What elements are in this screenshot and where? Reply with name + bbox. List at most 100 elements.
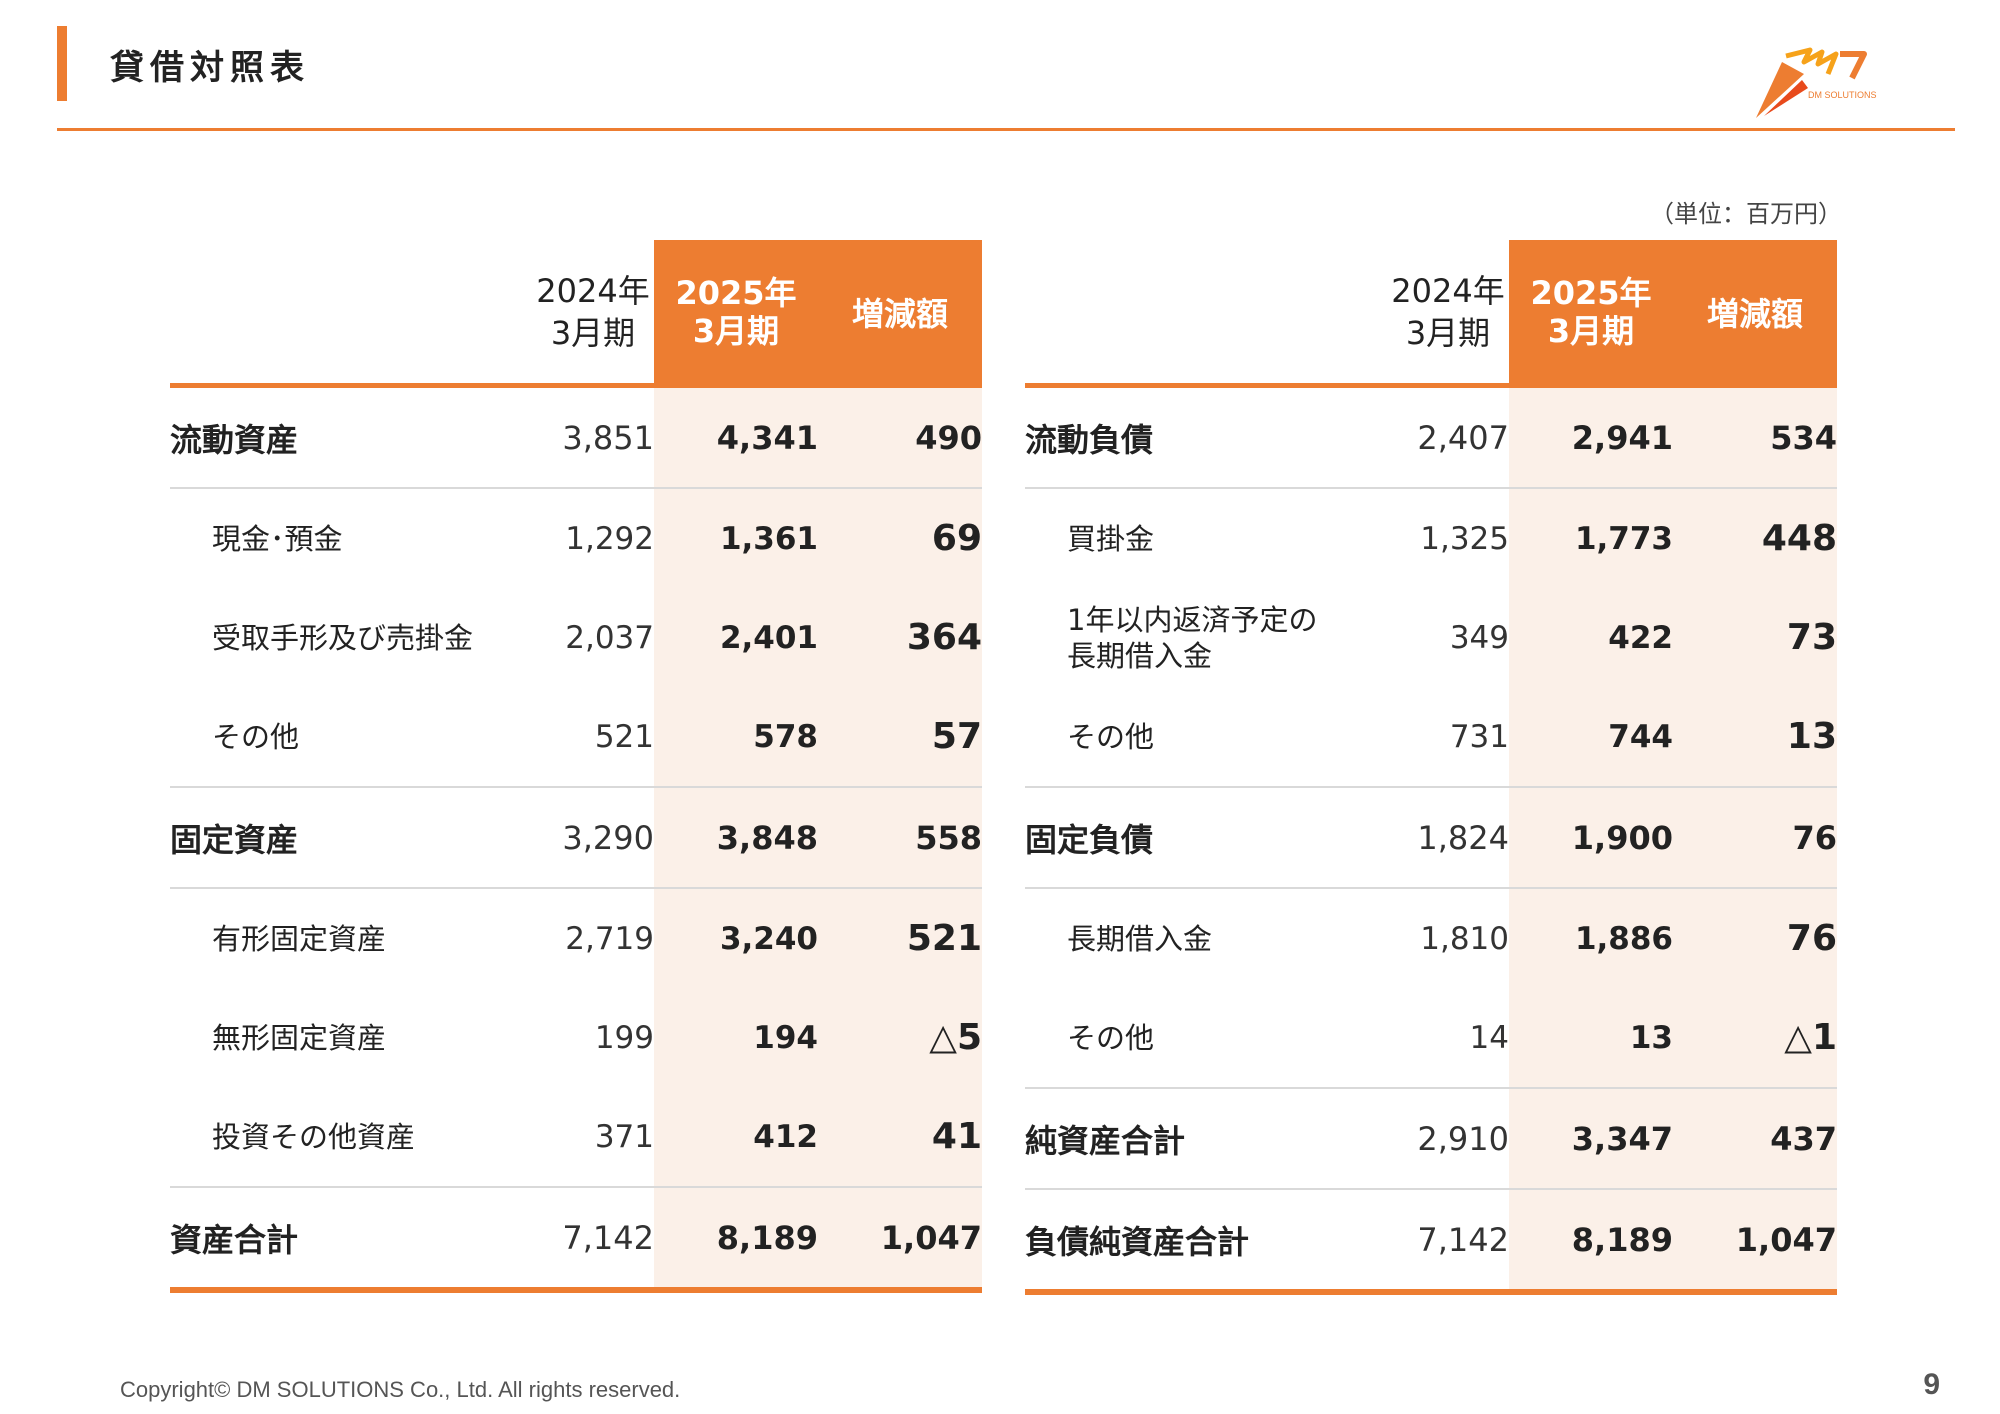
value-cur: 412 <box>654 1087 818 1188</box>
value-diff: 364 <box>818 588 982 687</box>
value-cur: 422 <box>1509 588 1673 687</box>
value-diff: 521 <box>818 888 982 988</box>
unit-label: （単位：百万円） <box>1650 200 1842 228</box>
row-label: 純資産合計 <box>1025 1088 1387 1190</box>
table-row: その他 521 578 57 <box>170 687 982 788</box>
value-prev: 349 <box>1449 619 1509 656</box>
value-prev: 2,910 <box>1387 1088 1509 1190</box>
value-prev: 3,290 <box>532 787 654 889</box>
value-diff: 1,047 <box>818 1187 982 1293</box>
row-label: 流動負債 <box>1025 385 1387 489</box>
row-label: 無形固定資産 <box>212 1020 387 1055</box>
liabilities-header-row: 2024年 3月期 2025年 3月期 増減額 <box>1025 240 1837 388</box>
value-prev: 1,824 <box>1387 787 1509 889</box>
row-label: 1年以内返済予定の 長期借入金 <box>1025 588 1387 687</box>
value-prev: 521 <box>532 687 654 788</box>
value-prev: 2,037 <box>565 619 654 656</box>
liabilities-header-blank <box>1025 240 1387 388</box>
row-label: 長期借入金 <box>1067 921 1213 956</box>
col-header-cur-year: 2025年 <box>675 273 797 312</box>
col-header-prev-year: 2024年 <box>536 271 650 310</box>
row-label: その他 <box>170 687 532 788</box>
col-header-prev-period: 3月期 <box>1405 313 1491 352</box>
table-row: 流動負債 2,407 2,941 534 <box>1025 385 1837 489</box>
value-prev: 731 <box>1387 687 1509 788</box>
value-cur: 8,189 <box>1509 1189 1673 1295</box>
value-diff: 558 <box>818 787 982 889</box>
value-cur: 2,941 <box>1509 385 1673 489</box>
value-diff: 448 <box>1673 488 1837 588</box>
table-row: その他 14 13 △1 <box>1025 988 1837 1089</box>
row-label: 流動資産 <box>170 385 532 489</box>
value-cur: 744 <box>1509 687 1673 788</box>
value-diff: 534 <box>1673 385 1837 489</box>
value-prev: 2,407 <box>1387 385 1509 489</box>
table-row: その他 731 744 13 <box>1025 687 1837 788</box>
row-label: その他 <box>1025 988 1387 1089</box>
title-accent-bar <box>57 26 67 101</box>
logo-text: DM SOLUTIONS <box>1808 90 1877 100</box>
table-row: 現金･預金 1,292 1,361 69 <box>170 488 982 588</box>
value-prev: 1,810 <box>1420 920 1509 957</box>
value-cur: 3,240 <box>654 888 818 988</box>
value-cur: 1,886 <box>1509 888 1673 988</box>
value-diff: 41 <box>818 1087 982 1188</box>
assets-header-row: 2024年 3月期 2025年 3月期 増減額 <box>170 240 982 388</box>
value-cur: 194 <box>654 988 818 1087</box>
col-header-diff: 増減額 <box>818 240 982 388</box>
col-header-prev: 2024年 3月期 <box>1387 240 1509 388</box>
value-diff: △5 <box>818 988 982 1087</box>
row-label: 受取手形及び売掛金 <box>212 620 474 655</box>
value-diff: 1,047 <box>1673 1189 1837 1295</box>
col-header-prev: 2024年 3月期 <box>532 240 654 388</box>
row-label: 固定資産 <box>170 787 532 889</box>
table-row: 有形固定資産 2,719 3,240 521 <box>170 888 982 988</box>
table-row: 固定負債 1,824 1,900 76 <box>1025 787 1837 889</box>
company-logo: DM SOLUTIONS <box>1756 47 1877 118</box>
value-prev: 14 <box>1387 988 1509 1089</box>
value-cur: 4,341 <box>654 385 818 489</box>
value-cur: 1,361 <box>654 488 818 588</box>
table-row: 無形固定資産 199 194 △5 <box>170 988 982 1087</box>
row-label: 有形固定資産 <box>212 921 387 956</box>
row-label: 投資その他資産 <box>170 1087 532 1188</box>
value-cur: 8,189 <box>654 1187 818 1293</box>
row-label-line: 1年以内返済予定の <box>1067 602 1318 637</box>
row-label: 固定負債 <box>1025 787 1387 889</box>
table-row: 投資その他資産 371 412 41 <box>170 1087 982 1188</box>
liabilities-table: 2024年 3月期 2025年 3月期 増減額 流動負債 2,407 2,941 5… <box>1025 240 1837 1295</box>
col-header-cur-year: 2025年 <box>1530 273 1652 312</box>
value-diff: 76 <box>1673 888 1837 988</box>
value-diff: 57 <box>818 687 982 788</box>
col-header-prev-period: 3月期 <box>550 313 636 352</box>
value-prev: 371 <box>532 1087 654 1188</box>
row-label-line: 長期借入金 <box>1067 638 1213 673</box>
value-cur: 2,401 <box>654 588 818 687</box>
table-row: 純資産合計 2,910 3,347 437 <box>1025 1088 1837 1190</box>
value-cur: 3,848 <box>654 787 818 889</box>
value-prev: 1,292 <box>565 520 654 557</box>
value-cur: 1,900 <box>1509 787 1673 889</box>
value-prev: 7,142 <box>532 1187 654 1293</box>
value-prev: 7,142 <box>1387 1189 1509 1295</box>
header-divider <box>57 128 1955 131</box>
page-number: 9 <box>1923 1368 1940 1401</box>
col-header-cur: 2025年 3月期 <box>654 240 818 388</box>
value-diff: 76 <box>1673 787 1837 889</box>
col-header-cur-period: 3月期 <box>692 311 780 350</box>
value-cur: 13 <box>1509 988 1673 1089</box>
value-prev: 2,719 <box>565 920 654 957</box>
table-row: 流動資産 3,851 4,341 490 <box>170 385 982 489</box>
page-title: 貸借対照表 <box>110 48 310 88</box>
table-row: 買掛金 1,325 1,773 448 <box>1025 488 1837 588</box>
table-row: 1年以内返済予定の 長期借入金 349 422 73 <box>1025 588 1837 687</box>
row-label: 買掛金 <box>1067 521 1155 556</box>
col-header-diff: 増減額 <box>1673 240 1837 388</box>
row-label: その他 <box>1025 687 1387 788</box>
table-row: 長期借入金 1,810 1,886 76 <box>1025 888 1837 988</box>
assets-table: 2024年 3月期 2025年 3月期 増減額 流動資産 3,851 4,341 4… <box>170 240 982 1293</box>
col-header-cur-period: 3月期 <box>1547 311 1635 350</box>
value-diff: 490 <box>818 385 982 489</box>
row-label: 現金･預金 <box>212 521 343 556</box>
value-cur: 1,773 <box>1509 488 1673 588</box>
